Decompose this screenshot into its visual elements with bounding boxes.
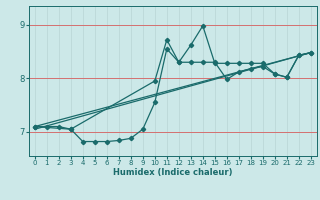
X-axis label: Humidex (Indice chaleur): Humidex (Indice chaleur) bbox=[113, 168, 233, 177]
